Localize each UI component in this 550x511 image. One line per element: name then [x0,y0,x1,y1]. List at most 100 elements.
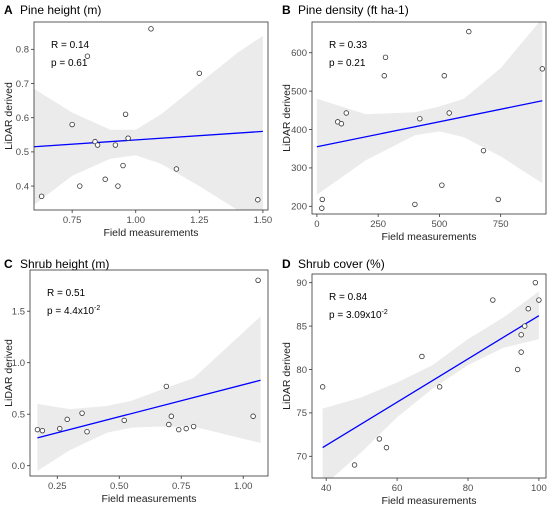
y-tick-label: 500 [291,86,307,97]
confidence-band [316,22,543,195]
data-point [351,462,358,468]
x-axis-title: Field measurements [103,227,198,239]
r-annotation: R = 0.33 [329,40,368,51]
data-point [466,28,472,35]
r-annotation: R = 0.84 [329,292,368,303]
panel-letter: C [4,257,13,271]
data-point [446,110,452,116]
x-tick-label: 60 [392,483,403,494]
data-point [338,121,345,127]
data-point [383,444,390,451]
data-point [319,205,325,211]
data-point [148,26,154,32]
x-tick-label: 750 [493,219,509,230]
x-axis-title: Field measurements [381,231,476,243]
data-point [525,306,531,312]
panel-b: B Pine density (ft ha-1) 0 250 500 750 200 300 4… [281,3,547,243]
y-axis-title: LiDAR derived [281,342,293,410]
data-point [176,426,182,433]
data-point [84,429,90,435]
y-tick-label: 400 [291,125,307,136]
y-tick-label: 0.8 [16,45,29,56]
y-axis-title: LiDAR derived [3,339,15,407]
data-point [539,66,546,72]
x-tick-label: 1.50 [254,215,273,226]
data-point [419,353,425,360]
y-tick-label: 0.5 [16,147,29,158]
regression-line [33,130,263,148]
y-tick-label: 90 [296,278,307,289]
data-point [125,135,131,141]
x-tick-label: 0.75 [172,481,191,492]
plot-frame [311,21,547,215]
data-point [121,417,127,424]
data-point [112,142,119,148]
y-tick-label: 0.4 [16,181,29,192]
x-tick-label: 250 [370,219,386,230]
data-point [34,426,41,433]
x-axis-title: Field measurements [381,495,476,507]
data-point [412,201,418,208]
panel-letter: D [282,257,291,271]
data-point [57,425,63,432]
panel-c: C Shrub height (m) 0.25 0.50 0.75 1.00 0.0 0.5 1… [3,257,269,505]
x-axis-title: Field measurements [101,493,196,505]
r-annotation: R = 0.51 [47,288,86,299]
data-point [84,53,91,59]
y-tick-label: 1.5 [12,307,25,318]
y-axis-title: LiDAR derived [281,84,293,152]
regression-line [316,100,543,148]
p-exponent: -2 [94,305,100,312]
data-point [77,183,83,189]
x-tick-label: 1.00 [234,481,253,492]
data-point [514,366,521,373]
data-point [518,332,524,338]
y-tick-label: 0.0 [12,461,25,472]
data-point [255,197,261,203]
y-tick-label: 70 [296,452,307,463]
plot-frame [33,21,269,211]
data-point [382,54,389,61]
panel-title: Pine height (m) [20,3,101,17]
regression-line [37,379,261,439]
x-tick-label: 40 [321,483,332,494]
x-tick-label: 0.50 [110,481,129,492]
data-point [376,436,383,442]
data-point [319,196,325,203]
p-annotation: p = 4.4x10-2 [47,305,100,317]
data-point [94,142,101,148]
x-tick-label: 500 [431,219,447,230]
x-tick-label: 1.25 [190,215,209,226]
data-point [250,413,256,419]
y-tick-label: 300 [291,163,307,174]
regression-line [322,315,540,449]
panel-title: Shrub cover (%) [298,257,385,271]
y-tick-label: 1.0 [12,358,25,369]
data-point [343,110,350,116]
data-point [79,410,85,416]
y-axis-title: LiDAR derived [3,82,15,150]
data-point [490,297,496,303]
data-point [196,70,203,76]
data-point [102,176,108,182]
data-point [536,297,542,303]
data-point [69,121,75,128]
data-point [319,384,326,390]
data-point [441,73,448,79]
data-point [522,323,528,329]
data-point [173,166,180,172]
data-point [518,349,524,355]
data-point [64,416,70,423]
x-tick-label: 100 [531,483,547,494]
panel-a: A Pine height (m) 0.75 1.00 1.25 1.50 0.4 0.5 0.… [3,3,272,239]
p-annotation: p = 0.61 [51,58,88,69]
panel-letter: A [4,3,13,17]
y-tick-label: 80 [296,365,307,376]
data-point [183,425,189,432]
x-tick-label: 0 [314,219,319,230]
data-point [120,162,126,169]
x-tick-label: 0.25 [48,481,67,492]
data-point [436,384,443,390]
confidence-band [37,316,261,471]
data-point [495,196,501,203]
